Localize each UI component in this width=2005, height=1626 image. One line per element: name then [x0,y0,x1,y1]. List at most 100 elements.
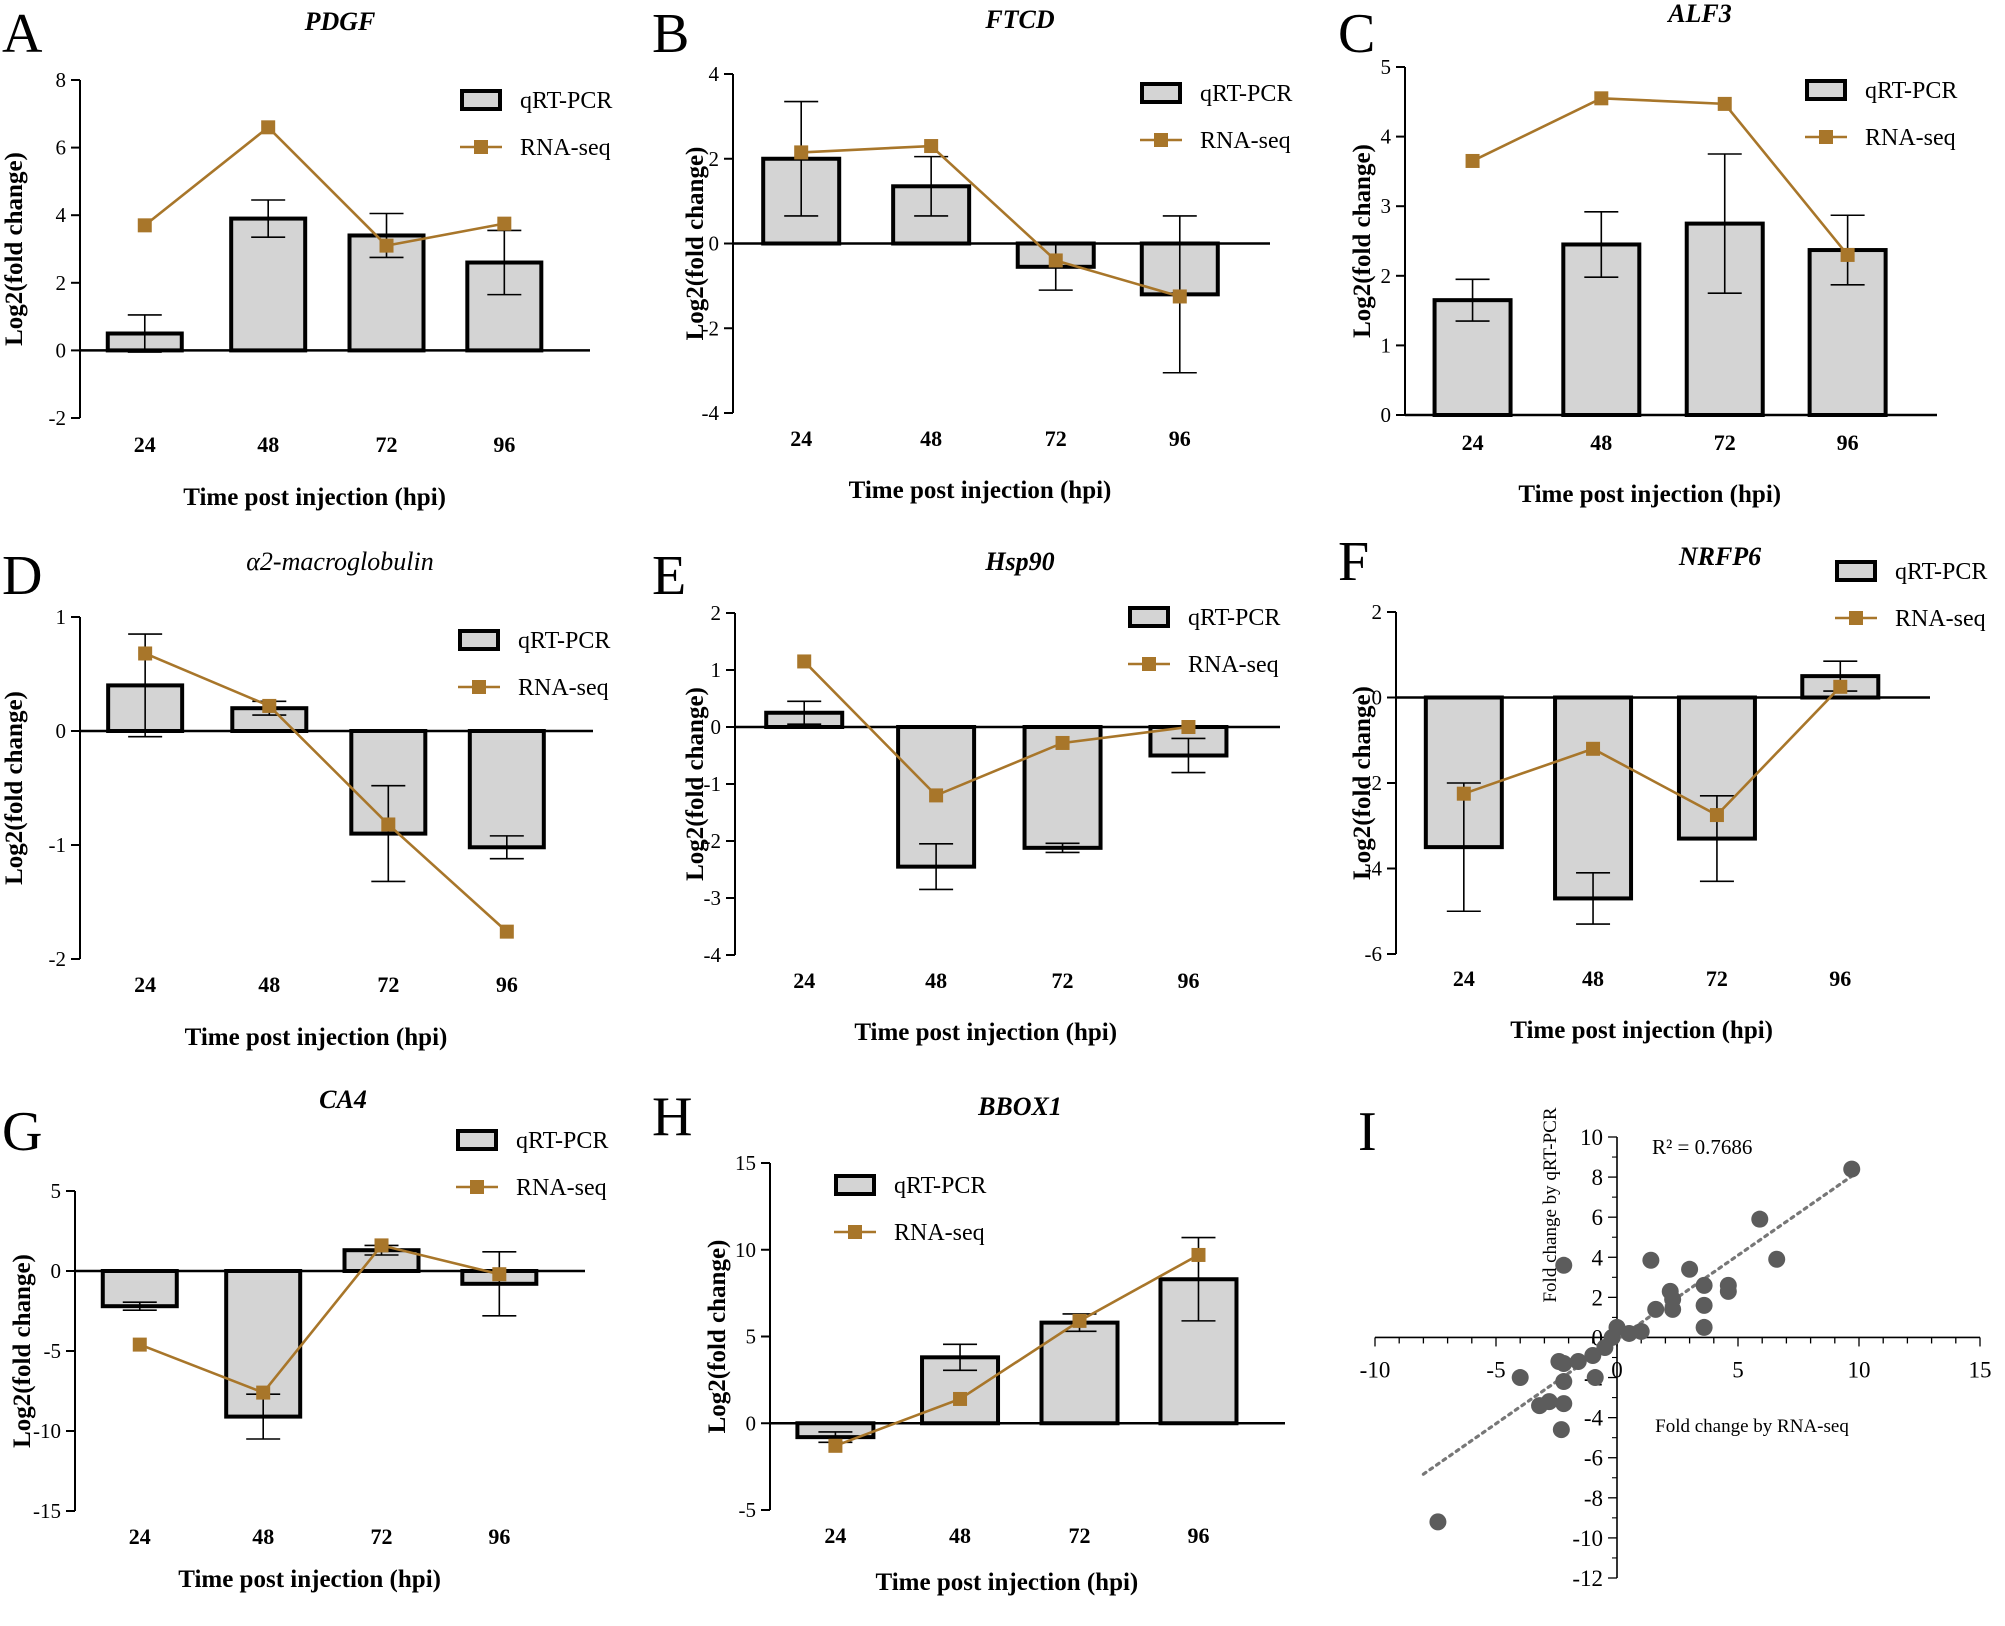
x-category-label: 96 [488,1524,510,1549]
panel-c: C ALF3 0 1 2 3 4 5 24 48 72 96 Time post injection (… [1338,0,1957,508]
x-axis-title: Time post injection (hpi) [178,1566,441,1593]
y-tick-label: -1 [49,833,67,857]
rna-seq-point [1833,679,1848,694]
y-tick-label: 4 [709,62,720,86]
x-category-label: 72 [1045,426,1067,451]
y-tick-label: -2 [49,406,67,430]
rna-seq-point [929,788,944,803]
rna-seq-point [1465,153,1480,168]
chart-title: NRFP6 [1678,542,1761,571]
y-tick-label: -5 [44,1339,62,1363]
x-category-label: 24 [793,968,815,993]
y-tick-label: 0 [56,719,67,743]
rna-seq-point [1594,91,1609,106]
rna-seq-point [1172,289,1187,304]
y-tick-label: 4 [1592,1245,1604,1270]
panel-e: E Hsp90 -4 -3 -2 -1 0 1 2 24 48 72 96 Time post injec… [652,545,1280,1046]
scatter-point [1429,1513,1447,1531]
y-tick-label: 10 [735,1238,756,1262]
x-category-label: 48 [257,432,279,457]
x-category-label: 96 [493,432,515,457]
y-tick-label: -6 [1365,942,1383,966]
legend-line-label: RNA-seq [516,1175,607,1201]
x-category-label: 48 [925,968,947,993]
panel-letter: D [2,545,42,607]
bar [467,729,546,850]
scatter-point [1768,1250,1786,1268]
legend-bar-label: qRT-PCR [1895,559,1987,585]
x-category-label: 48 [252,1524,274,1549]
chart-title: ALF3 [1666,0,1732,28]
y-tick-label: 0 [709,232,720,256]
y-tick-label: -10 [1572,1526,1603,1551]
y-tick-label: -4 [1365,857,1383,881]
legend-line-label: RNA-seq [894,1220,985,1246]
x-category-label: 72 [1069,1523,1091,1548]
rna-seq-point [379,238,394,253]
rna-seq-point [953,1391,968,1406]
y-tick-label: 2 [56,271,67,295]
x-axis-title: Time post injection (hpi) [183,484,446,511]
x-tick-label: -5 [1486,1357,1505,1382]
chart-title: PDGF [304,7,376,36]
legend-line-marker [474,140,488,154]
x-category-label: 24 [790,426,812,451]
y-tick-label: -2 [1365,771,1383,795]
x-category-label: 72 [1714,430,1736,455]
x-category-label: 48 [949,1523,971,1548]
y-tick-label: -1 [704,772,722,796]
scatter-point [1695,1318,1713,1336]
panel-letter: C [1338,3,1375,65]
scatter-point [1681,1260,1699,1278]
y-tick-label: 6 [1592,1205,1604,1230]
legend: qRT-PCR RNA-seq [834,1173,986,1246]
rna-seq-point [261,120,276,135]
x-category-label: 24 [1453,966,1475,991]
x-category-label: 96 [1837,430,1859,455]
panel-f: F NRFP6 -6 -4 -2 0 2 24 48 72 96 Time post injectio… [1338,531,1987,1044]
chart-title: α2-macroglobulin [246,547,433,576]
y-axis-title: Log2(fold change) [682,147,709,341]
rna-seq-point [1055,735,1070,750]
bar [1553,695,1634,901]
legend-line-marker [1142,657,1156,671]
panel-h: H BBOX1 -5 0 5 10 15 24 48 72 96 Time post injectio… [652,1086,1285,1596]
panel-letter: E [652,545,686,607]
x-category-label: 72 [377,972,399,997]
rna-seq-point [1181,720,1196,734]
y-tick-label: -2 [702,316,720,340]
scatter-point [1596,1338,1614,1356]
x-category-label: 96 [1829,966,1851,991]
rna-seq-point [797,654,812,669]
x-category-label: 72 [1706,966,1728,991]
y-tick-label: -3 [704,886,722,910]
x-category-label: 96 [1169,426,1191,451]
legend-line-marker [1819,130,1833,144]
scatter-point [1586,1369,1604,1387]
scatter-point [1531,1397,1549,1415]
rna-seq-point [374,1238,389,1253]
rna-seq-point [256,1385,271,1400]
y-axis-title: Log2(fold change) [1349,686,1376,880]
legend-bar-swatch [1140,82,1182,104]
scatter-point [1642,1251,1660,1269]
legend-line-label: RNA-seq [1895,606,1986,632]
rna-seq-point [1048,253,1063,268]
legend: qRT-PCR RNA-seq [456,1128,608,1201]
legend-line-marker [470,1180,484,1194]
scatter-point [1552,1421,1570,1439]
legend-line-label: RNA-seq [1188,652,1279,678]
bar [100,1269,179,1309]
y-tick-label: 2 [711,601,722,625]
chart-title: BBOX1 [977,1092,1062,1121]
legend-bar-label: qRT-PCR [1200,81,1292,107]
y-tick-label: 0 [51,1259,62,1283]
rna-seq-line [803,660,1189,797]
rna-seq-line [834,1253,1200,1448]
x-tick-label: 0 [1611,1357,1623,1382]
y-tick-label: 5 [51,1179,62,1203]
x-category-label: 96 [1187,1523,1209,1548]
legend-bar-label: qRT-PCR [1188,605,1280,631]
x-category-label: 24 [134,972,156,997]
